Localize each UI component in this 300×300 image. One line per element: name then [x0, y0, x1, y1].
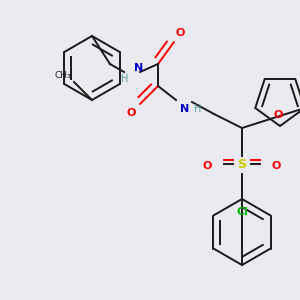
- Text: H: H: [194, 104, 201, 114]
- Text: O: O: [202, 161, 212, 171]
- Text: O: O: [272, 161, 281, 171]
- Text: N: N: [134, 63, 143, 73]
- Text: CH₃: CH₃: [54, 71, 71, 80]
- Text: O: O: [127, 108, 136, 118]
- Text: H: H: [121, 74, 128, 84]
- Text: N: N: [180, 104, 189, 114]
- Text: S: S: [238, 158, 247, 172]
- Text: O: O: [176, 28, 185, 38]
- Text: O: O: [273, 110, 283, 120]
- Text: Cl: Cl: [236, 207, 248, 217]
